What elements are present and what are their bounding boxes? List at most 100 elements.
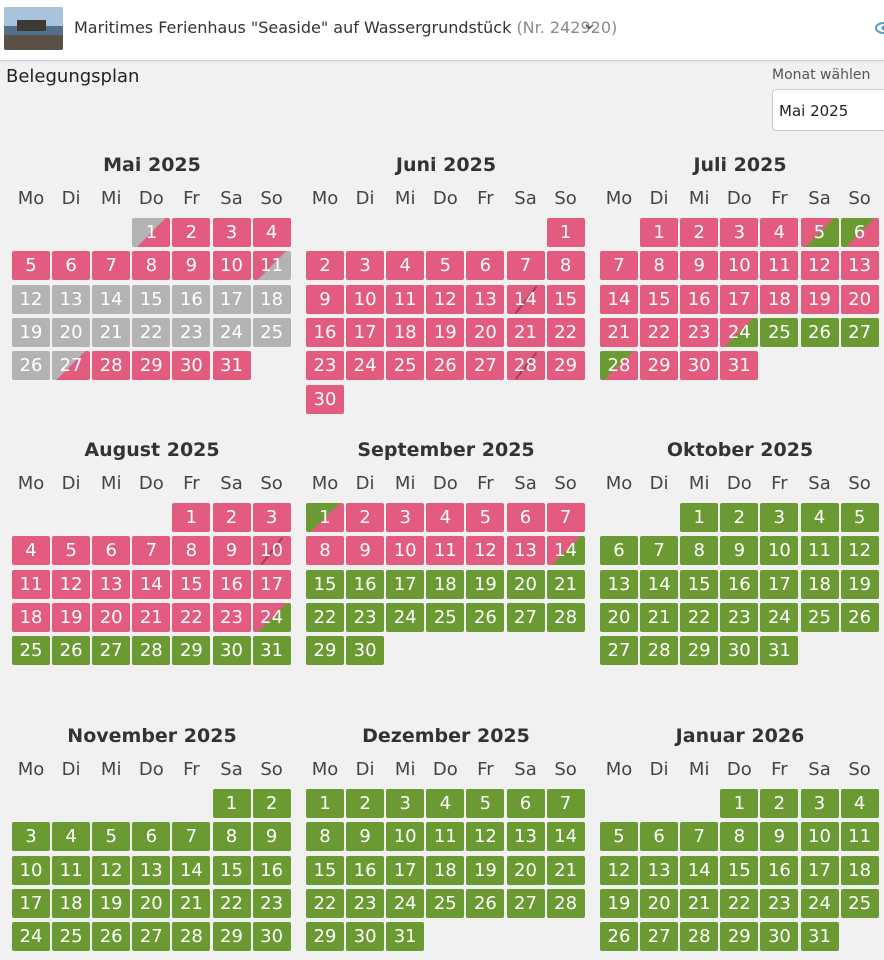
- calendar-day[interactable]: 9: [346, 822, 385, 852]
- calendar-day[interactable]: 1: [640, 218, 679, 247]
- eye-icon[interactable]: [874, 20, 884, 36]
- calendar-day[interactable]: 27: [840, 317, 879, 347]
- calendar-day[interactable]: 16: [720, 569, 759, 599]
- calendar-day[interactable]: 1: [720, 789, 759, 818]
- calendar-day[interactable]: 15: [680, 569, 719, 599]
- calendar-day[interactable]: 17: [386, 855, 425, 885]
- calendar-day[interactable]: 13: [640, 855, 679, 885]
- calendar-day[interactable]: 27: [506, 888, 545, 918]
- chevron-down-icon[interactable]: [585, 22, 594, 31]
- calendar-day[interactable]: 11: [52, 855, 91, 885]
- calendar-day[interactable]: 10: [12, 855, 50, 885]
- calendar-day[interactable]: 21: [546, 855, 585, 885]
- calendar-day[interactable]: 7: [506, 251, 545, 281]
- calendar-day[interactable]: 1: [306, 789, 344, 818]
- calendar-day[interactable]: 8: [172, 536, 211, 566]
- property-thumbnail[interactable]: [4, 7, 63, 50]
- calendar-day[interactable]: 6: [506, 503, 545, 532]
- calendar-day[interactable]: 23: [306, 351, 344, 381]
- calendar-day[interactable]: 29: [306, 636, 344, 666]
- calendar-day[interactable]: 18: [52, 888, 91, 918]
- calendar-day[interactable]: 15: [212, 855, 251, 885]
- calendar-day[interactable]: 2: [346, 503, 385, 532]
- calendar-day[interactable]: 13: [52, 284, 91, 314]
- calendar-day[interactable]: 11: [426, 536, 465, 566]
- calendar-day[interactable]: 15: [172, 569, 211, 599]
- calendar-day[interactable]: 30: [306, 384, 344, 414]
- calendar-day[interactable]: 22: [132, 317, 171, 347]
- calendar-day[interactable]: 23: [680, 317, 719, 347]
- calendar-day[interactable]: 25: [426, 888, 465, 918]
- calendar-day[interactable]: 30: [346, 922, 385, 952]
- calendar-day[interactable]: 2: [680, 218, 719, 247]
- calendar-day[interactable]: 26: [600, 922, 638, 952]
- calendar-day[interactable]: 15: [306, 855, 344, 885]
- calendar-day[interactable]: 7: [640, 536, 679, 566]
- calendar-day[interactable]: 25: [760, 317, 799, 347]
- calendar-day[interactable]: 10: [252, 536, 291, 566]
- calendar-day[interactable]: 29: [212, 922, 251, 952]
- calendar-day[interactable]: 9: [680, 251, 719, 281]
- calendar-day[interactable]: 8: [132, 251, 171, 281]
- property-selector[interactable]: Maritimes Ferienhaus "Seaside" auf Wasse…: [74, 18, 617, 37]
- calendar-day[interactable]: 6: [466, 251, 505, 281]
- calendar-day[interactable]: 3: [346, 251, 385, 281]
- calendar-day[interactable]: 18: [426, 855, 465, 885]
- calendar-day[interactable]: 24: [760, 602, 799, 632]
- calendar-day[interactable]: 11: [840, 822, 879, 852]
- calendar-day[interactable]: 25: [252, 317, 291, 347]
- calendar-day[interactable]: 13: [600, 569, 638, 599]
- calendar-day[interactable]: 11: [760, 251, 799, 281]
- calendar-day[interactable]: 3: [386, 789, 425, 818]
- calendar-day[interactable]: 24: [12, 922, 50, 952]
- calendar-day[interactable]: 21: [640, 602, 679, 632]
- calendar-day[interactable]: 1: [212, 789, 251, 818]
- calendar-day[interactable]: 17: [386, 569, 425, 599]
- calendar-day[interactable]: 4: [52, 822, 91, 852]
- calendar-day[interactable]: 30: [720, 636, 759, 666]
- calendar-day[interactable]: 13: [132, 855, 171, 885]
- calendar-day[interactable]: 31: [252, 636, 291, 666]
- calendar-day[interactable]: 3: [212, 218, 251, 247]
- calendar-day[interactable]: 30: [760, 922, 799, 952]
- calendar-day[interactable]: 18: [386, 317, 425, 347]
- calendar-day[interactable]: 4: [426, 503, 465, 532]
- calendar-day[interactable]: 3: [12, 822, 50, 852]
- calendar-day[interactable]: 5: [12, 251, 50, 281]
- calendar-day[interactable]: 12: [92, 855, 131, 885]
- calendar-day[interactable]: 20: [840, 284, 879, 314]
- calendar-day[interactable]: 7: [132, 536, 171, 566]
- calendar-day[interactable]: 11: [386, 284, 425, 314]
- calendar-day[interactable]: 12: [466, 536, 505, 566]
- calendar-day[interactable]: 9: [212, 536, 251, 566]
- calendar-day[interactable]: 23: [172, 317, 211, 347]
- calendar-day[interactable]: 17: [800, 855, 839, 885]
- calendar-day[interactable]: 7: [92, 251, 131, 281]
- calendar-day[interactable]: 24: [212, 317, 251, 347]
- calendar-day[interactable]: 19: [840, 569, 879, 599]
- calendar-day[interactable]: 15: [132, 284, 171, 314]
- calendar-day[interactable]: 23: [720, 602, 759, 632]
- calendar-day[interactable]: 25: [386, 351, 425, 381]
- calendar-day[interactable]: 21: [600, 317, 638, 347]
- calendar-day[interactable]: 1: [546, 218, 585, 247]
- calendar-day[interactable]: 29: [640, 351, 679, 381]
- calendar-day[interactable]: 28: [546, 888, 585, 918]
- calendar-day[interactable]: 2: [306, 251, 344, 281]
- calendar-day[interactable]: 28: [640, 636, 679, 666]
- calendar-day[interactable]: 29: [132, 351, 171, 381]
- calendar-day[interactable]: 19: [12, 317, 50, 347]
- calendar-day[interactable]: 5: [426, 251, 465, 281]
- calendar-day[interactable]: 27: [52, 351, 91, 381]
- calendar-day[interactable]: 11: [12, 569, 50, 599]
- calendar-day[interactable]: 21: [546, 569, 585, 599]
- calendar-day[interactable]: 19: [426, 317, 465, 347]
- calendar-day[interactable]: 23: [760, 888, 799, 918]
- calendar-day[interactable]: 27: [92, 636, 131, 666]
- calendar-day[interactable]: 5: [840, 503, 879, 532]
- calendar-day[interactable]: 15: [720, 855, 759, 885]
- calendar-day[interactable]: 18: [800, 569, 839, 599]
- calendar-day[interactable]: 9: [306, 284, 344, 314]
- calendar-day[interactable]: 31: [800, 922, 839, 952]
- calendar-day[interactable]: 18: [760, 284, 799, 314]
